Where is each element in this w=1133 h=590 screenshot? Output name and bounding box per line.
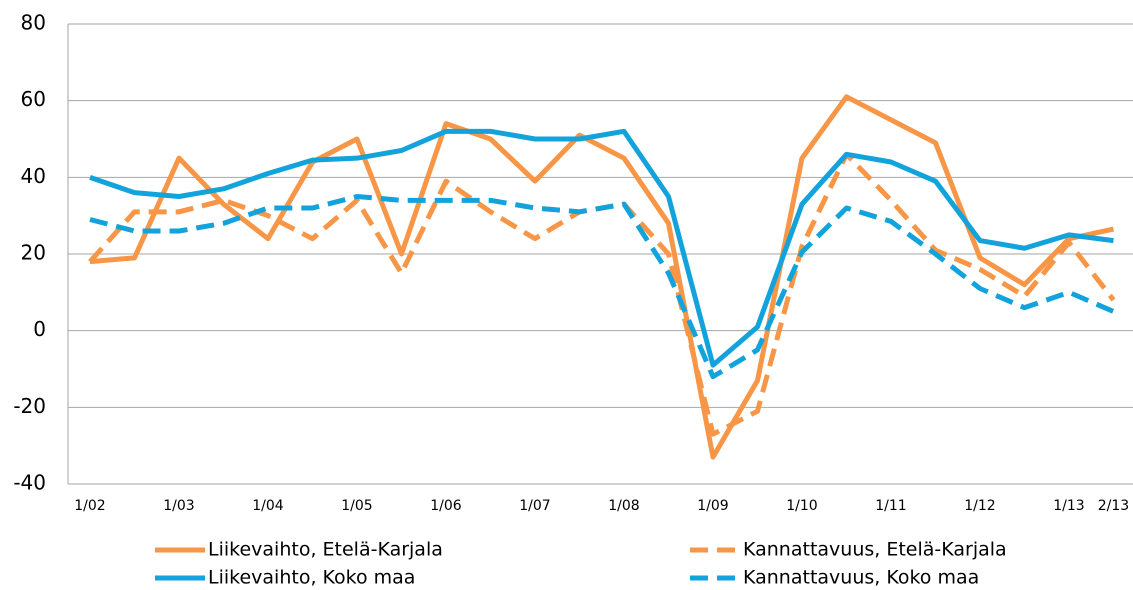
- x-tick-label: 2/13: [1098, 498, 1129, 514]
- x-tick-label: 1/08: [608, 498, 639, 514]
- x-tick-label: 1/02: [74, 498, 105, 514]
- x-tick-label: 1/07: [519, 498, 550, 514]
- y-tick-label: 40: [21, 164, 46, 188]
- y-tick-label: 0: [33, 317, 46, 341]
- x-tick-label: 1/09: [697, 498, 728, 514]
- x-tick-label: 1/10: [786, 498, 817, 514]
- y-tick-label: 20: [21, 241, 46, 265]
- x-tick-label: 1/13: [1053, 498, 1084, 514]
- y-tick-label: 80: [21, 11, 46, 35]
- x-tick-label: 1/04: [252, 498, 284, 514]
- series-line: [88, 151, 1116, 437]
- x-tick-label: 1/05: [341, 498, 372, 514]
- y-tick-label: -40: [13, 471, 46, 495]
- x-tick-label: 1/03: [163, 498, 194, 514]
- series-line: [89, 128, 1114, 368]
- series-line: [89, 94, 1115, 460]
- legend-label: Kannattavuus, Koko maa: [743, 567, 979, 589]
- x-tick-label: 1/11: [875, 498, 906, 514]
- series-line: [89, 194, 1115, 380]
- legend-label: Liikevaihto, Etelä-Karjala: [208, 539, 443, 561]
- legend-label: Liikevaihto, Koko maa: [208, 567, 415, 589]
- y-tick-label: 60: [21, 87, 46, 111]
- legend-label: Kannattavuus, Etelä-Karjala: [743, 539, 1007, 561]
- y-tick-label: -20: [13, 394, 46, 418]
- x-tick-label: 1/12: [964, 498, 995, 514]
- x-tick-label: 1/06: [430, 498, 462, 514]
